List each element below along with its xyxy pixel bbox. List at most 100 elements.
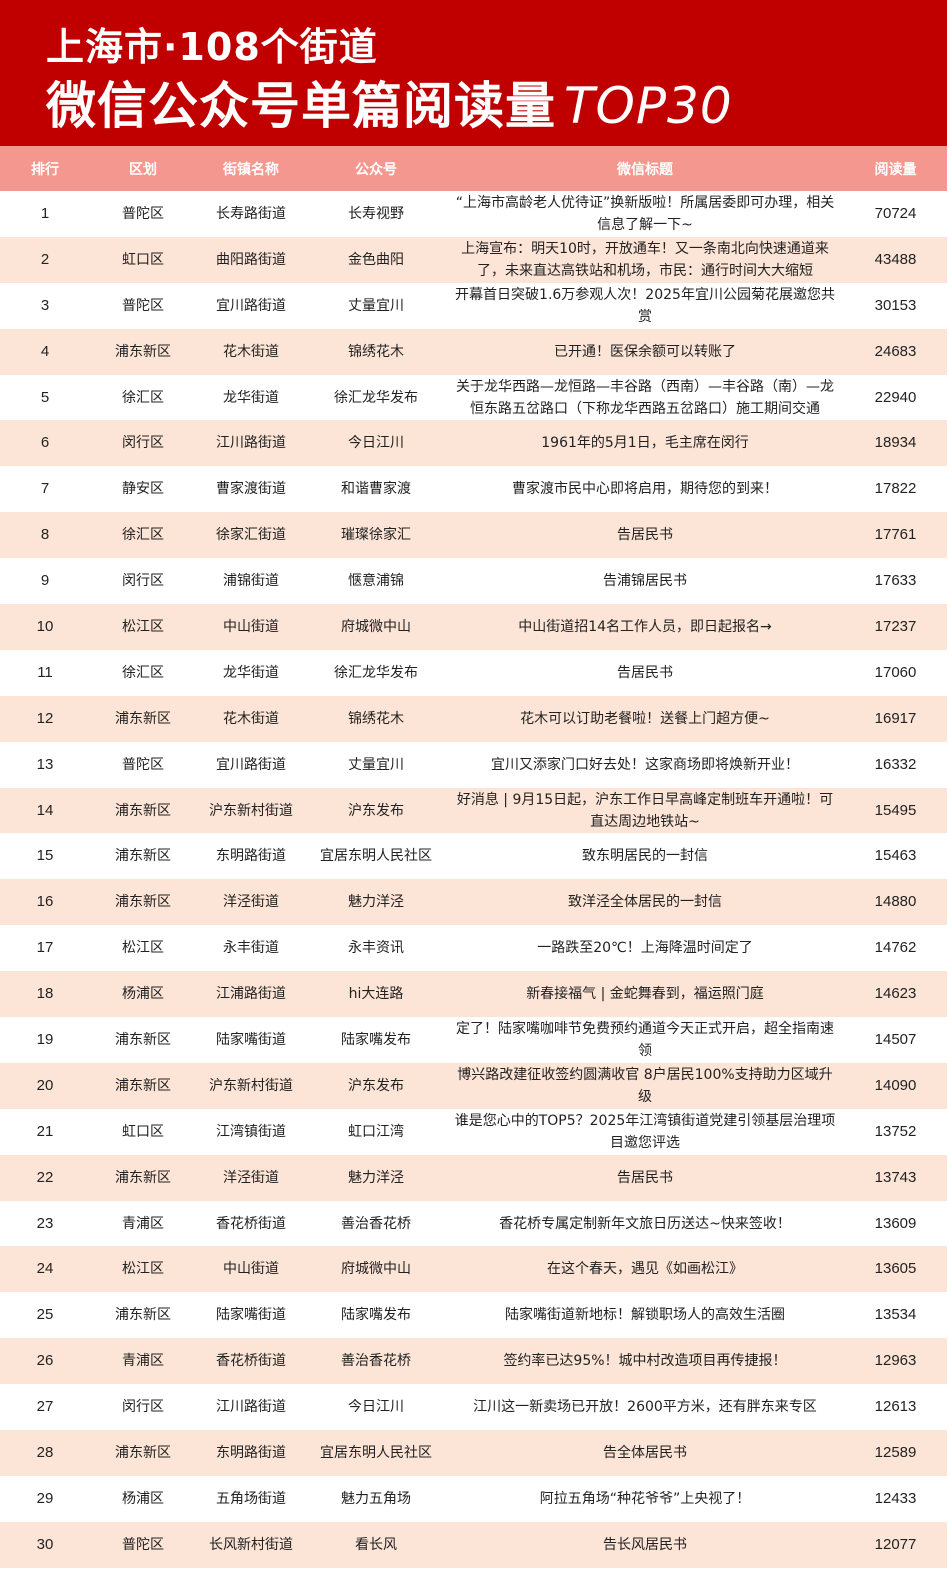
cell-account: 惬意浦锦 bbox=[348, 573, 404, 590]
table-row: 27 闵行区 江川路街道 今日江川 江川这一新卖场已开放！2600平方米，还有胖东来专区… bbox=[0, 1384, 947, 1430]
cell-reads: 13743 bbox=[844, 1154, 947, 1201]
cell-account: 宜居东明人民社区 bbox=[320, 848, 432, 865]
cell-article-title: 告长风居民书 bbox=[446, 1521, 844, 1568]
cell-district: 松江区 bbox=[90, 604, 196, 650]
cell-account: 锦绣花木 bbox=[306, 695, 446, 742]
header-street: 街镇名称 bbox=[196, 146, 306, 191]
cell-district: 闵行区 bbox=[122, 1399, 164, 1416]
table-row: 26 青浦区 香花桥街道 善治香花桥 签约率已达95%！城中村改造项目再传捷报！ 1296… bbox=[0, 1338, 947, 1385]
cell-rank: 30 bbox=[0, 1521, 90, 1568]
cell-street: 龙华街道 bbox=[223, 664, 279, 681]
cell-district: 浦东新区 bbox=[90, 1154, 196, 1201]
cell-street: 陆家嘴街道 bbox=[216, 1031, 286, 1048]
cell-article-title: 新春接福气 | 金蛇舞春到，福运照门庭 bbox=[446, 971, 844, 1018]
table-row: 19 浦东新区 陆家嘴街道 陆家嘴发布 定了！陆家嘴咖啡节免费预约通道今天正式开启，超全… bbox=[0, 1017, 947, 1063]
table-row: 29 杨浦区 五角场街道 魅力五角场 阿拉五角场“种花爷爷”上央视了！ 12433 bbox=[0, 1476, 947, 1522]
cell-article-title: 告居民书 bbox=[446, 512, 844, 559]
cell-street: 江浦路街道 bbox=[196, 971, 306, 1018]
cell-reads: 13534 bbox=[874, 1306, 917, 1324]
cell-street: 沪东新村街道 bbox=[196, 1062, 306, 1109]
table-row: 4 浦东新区 花木街道 锦绣花木 已开通！医保余额可以转账了 24683 bbox=[0, 328, 947, 375]
table-row: 16 浦东新区 洋泾街道 魅力洋泾 致洋泾全体居民的一封信 14880 bbox=[0, 879, 947, 926]
cell-rank: 23 bbox=[36, 1214, 54, 1232]
cell-street: 陆家嘴街道 bbox=[216, 1307, 286, 1324]
cell-reads: 14090 bbox=[844, 1062, 947, 1109]
cell-street: 东明路街道 bbox=[216, 848, 286, 865]
cell-street: 曹家渡街道 bbox=[216, 481, 286, 498]
cell-street: 沪东新村街道 bbox=[196, 787, 306, 834]
cell-street: 龙华街道 bbox=[223, 389, 279, 406]
cell-district: 松江区 bbox=[122, 940, 164, 957]
cell-rank: 8 bbox=[0, 512, 90, 559]
cell-rank: 1 bbox=[40, 204, 50, 222]
cell-article-title: 已开通！医保余额可以转账了 bbox=[446, 328, 844, 375]
table-row: 13 普陀区 宜川路街道 丈量宜川 宜川又添家门口好去处！这家商场即将焕新开业！ 1633… bbox=[0, 742, 947, 788]
cell-account: 丈量宜川 bbox=[348, 756, 404, 773]
cell-reads: 70724 bbox=[874, 204, 917, 222]
cell-district: 浦东新区 bbox=[115, 848, 171, 865]
table-row: 28 浦东新区 东明路街道 宜居东明人民社区 告全体居民书 12589 bbox=[0, 1430, 947, 1476]
cell-rank: 17 bbox=[36, 939, 54, 957]
title-main: 微信公众号单篇阅读量 bbox=[46, 77, 556, 135]
cell-account: 府城微中山 bbox=[306, 604, 446, 650]
cell-rank: 27 bbox=[36, 1398, 54, 1416]
cell-account: 魅力洋泾 bbox=[306, 879, 446, 926]
cell-reads: 43488 bbox=[844, 236, 947, 283]
header-district: 区划 bbox=[90, 146, 196, 191]
cell-reads: 17822 bbox=[874, 480, 917, 498]
cell-reads: 18934 bbox=[844, 420, 947, 467]
cell-street: 江川路街道 bbox=[196, 420, 306, 467]
cell-street: 永丰街道 bbox=[223, 940, 279, 957]
cell-article-title: 好消息 | 9月15日起，沪东工作日早高峰定制班车开通啦！可直达周边地铁站~ bbox=[446, 787, 844, 834]
cell-account: 善治香花桥 bbox=[341, 1215, 411, 1232]
cell-reads: 17761 bbox=[844, 512, 947, 559]
cell-rank: 16 bbox=[0, 879, 90, 926]
cell-account: 和谐曹家渡 bbox=[341, 481, 411, 498]
cell-reads: 15495 bbox=[844, 787, 947, 834]
table-row: 9 闵行区 浦锦街道 惬意浦锦 告浦锦居民书 17633 bbox=[0, 558, 947, 604]
cell-street: 长寿路街道 bbox=[216, 205, 286, 222]
table-row: 20 浦东新区 沪东新村街道 沪东发布 博兴路改建征收签约圆满收官 8户居民100%支持… bbox=[0, 1062, 947, 1109]
cell-street: 长风新村街道 bbox=[196, 1521, 306, 1568]
cell-reads: 22940 bbox=[874, 388, 917, 406]
table-row: 24 松江区 中山街道 府城微中山 在这个春天，遇见《如画松江》 13605 bbox=[0, 1246, 947, 1293]
cell-district: 普陀区 bbox=[122, 205, 164, 222]
title-line-2: 微信公众号单篇阅读量 TOP30 bbox=[46, 76, 733, 136]
cell-street: 香花桥街道 bbox=[196, 1338, 306, 1385]
cell-street: 江湾镇街道 bbox=[216, 1123, 286, 1140]
cell-street: 中山街道 bbox=[196, 1246, 306, 1293]
cell-account: 徐汇龙华发布 bbox=[334, 389, 418, 406]
table-row: 17 松江区 永丰街道 永丰资讯 一路跌至20℃！上海降温时间定了 14762 bbox=[0, 925, 947, 971]
cell-rank: 20 bbox=[0, 1062, 90, 1109]
table-row: 30 普陀区 长风新村街道 看长风 告长风居民书 12077 bbox=[0, 1521, 947, 1568]
cell-reads: 12613 bbox=[874, 1398, 917, 1416]
cell-district: 杨浦区 bbox=[90, 971, 196, 1018]
cell-street: 宜川路街道 bbox=[216, 297, 286, 314]
cell-article-title: 中山街道招14名工作人员，即日起报名→ bbox=[446, 604, 844, 650]
cell-article-title: 阿拉五角场“种花爷爷”上央视了！ bbox=[539, 1490, 751, 1507]
ranking-table: 排行 区划 街镇名称 公众号 微信标题 阅读量 1 普陀区 长寿路街道 长寿视野 “上海… bbox=[0, 146, 947, 1568]
cell-reads: 15463 bbox=[874, 847, 917, 865]
cell-account: 魅力洋泾 bbox=[306, 1154, 446, 1201]
cell-account: 徐汇龙华发布 bbox=[334, 664, 418, 681]
cell-district: 虹口区 bbox=[90, 236, 196, 283]
cell-rank: 9 bbox=[40, 572, 50, 590]
cell-article-title: 陆家嘴街道新地标！解锁职场人的高效生活圈 bbox=[505, 1307, 785, 1324]
cell-rank: 2 bbox=[0, 236, 90, 283]
cell-rank: 18 bbox=[0, 971, 90, 1018]
cell-account: 善治香花桥 bbox=[306, 1338, 446, 1385]
cell-district: 徐汇区 bbox=[122, 664, 164, 681]
cell-article-title: 江川这一新卖场已开放！2600平方米，还有胖东来专区 bbox=[473, 1399, 817, 1416]
cell-account: 魅力五角场 bbox=[341, 1490, 411, 1507]
cell-account: 今日江川 bbox=[306, 420, 446, 467]
cell-reads: 14623 bbox=[844, 971, 947, 1018]
cell-street: 洋泾街道 bbox=[196, 879, 306, 926]
cell-rank: 29 bbox=[36, 1489, 54, 1507]
cell-account: 沪东发布 bbox=[306, 787, 446, 834]
cell-article-title: 1961年的5月1日，毛主席在闵行 bbox=[446, 420, 844, 467]
cell-rank: 4 bbox=[0, 328, 90, 375]
cell-article-title: 在这个春天，遇见《如画松江》 bbox=[446, 1246, 844, 1293]
header-rank: 排行 bbox=[0, 146, 90, 191]
cell-reads: 12433 bbox=[874, 1489, 917, 1507]
cell-rank: 19 bbox=[36, 1030, 54, 1048]
